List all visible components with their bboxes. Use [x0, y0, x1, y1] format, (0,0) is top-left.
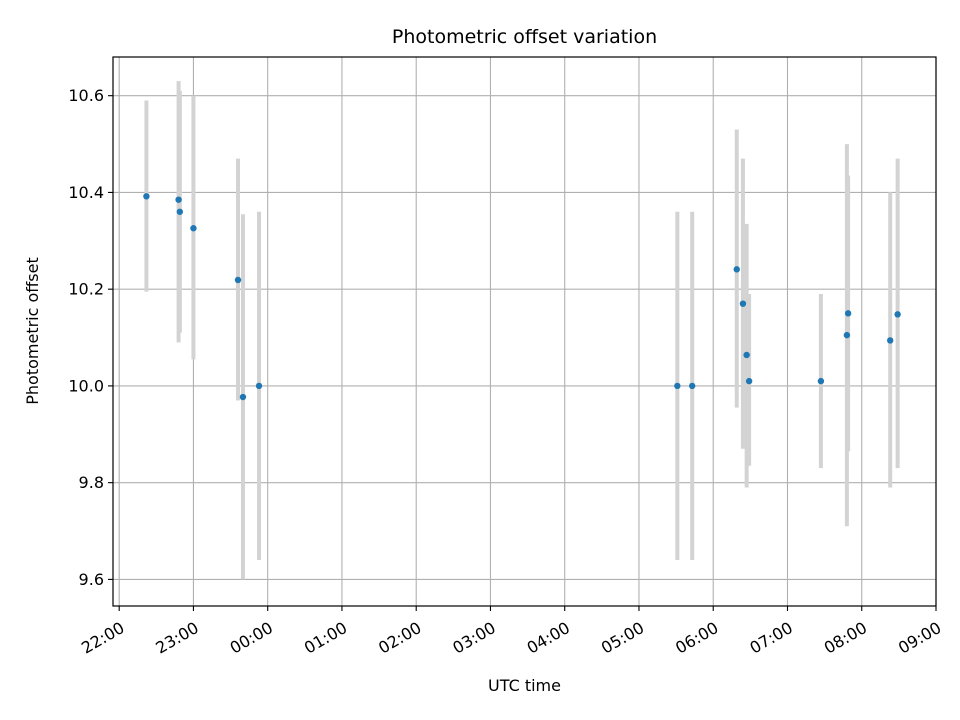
data-point [843, 331, 851, 339]
data-point [894, 311, 901, 318]
data-point [743, 351, 750, 359]
data-point [190, 225, 197, 232]
data-point [739, 300, 747, 307]
data-point [887, 337, 894, 344]
data-point [175, 196, 182, 203]
y-axis-title: Photometric offset [23, 257, 42, 405]
y-tick-label: 9.8 [79, 473, 104, 492]
data-points [143, 193, 901, 401]
data-point [239, 393, 247, 401]
y-tick-label: 10.2 [68, 280, 104, 299]
data-point [234, 276, 242, 284]
data-point [143, 193, 150, 200]
y-tick-label: 10.0 [68, 376, 104, 395]
data-point [688, 382, 696, 390]
data-point [176, 208, 184, 215]
y-tick-label: 9.6 [79, 570, 104, 589]
data-point [745, 377, 753, 385]
chart-title: Photometric offset variation [392, 26, 657, 48]
y-tick-label: 10.6 [68, 86, 104, 105]
data-point [844, 310, 852, 317]
data-point [255, 382, 263, 390]
data-point [733, 266, 740, 273]
y-axis: 9.6 9.8 10.0 10.2 10.4 10.6 [68, 86, 113, 589]
y-tick-label: 10.4 [68, 183, 104, 202]
plot-frame [112, 56, 937, 607]
plot-area [113, 57, 936, 606]
data-point [817, 377, 825, 385]
data-point [674, 382, 681, 390]
x-axis-title: UTC time [488, 676, 561, 695]
